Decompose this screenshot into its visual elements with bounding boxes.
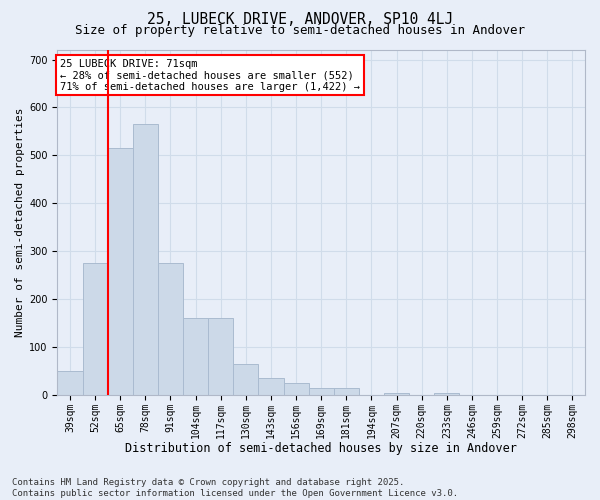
Bar [334,388,359,395]
Bar [133,124,158,395]
Bar [259,378,284,395]
Bar [284,383,308,395]
Bar [434,392,460,395]
Bar [83,263,107,395]
Bar [58,371,83,395]
X-axis label: Distribution of semi-detached houses by size in Andover: Distribution of semi-detached houses by … [125,442,517,455]
Bar [158,263,183,395]
Text: 25, LUBECK DRIVE, ANDOVER, SP10 4LJ: 25, LUBECK DRIVE, ANDOVER, SP10 4LJ [147,12,453,28]
Text: Size of property relative to semi-detached houses in Andover: Size of property relative to semi-detach… [75,24,525,37]
Bar [384,392,409,395]
Bar [308,388,334,395]
Text: 25 LUBECK DRIVE: 71sqm
← 28% of semi-detached houses are smaller (552)
71% of se: 25 LUBECK DRIVE: 71sqm ← 28% of semi-det… [60,58,360,92]
Y-axis label: Number of semi-detached properties: Number of semi-detached properties [15,108,25,337]
Bar [233,364,259,395]
Bar [208,318,233,395]
Bar [183,318,208,395]
Bar [107,148,133,395]
Text: Contains HM Land Registry data © Crown copyright and database right 2025.
Contai: Contains HM Land Registry data © Crown c… [12,478,458,498]
